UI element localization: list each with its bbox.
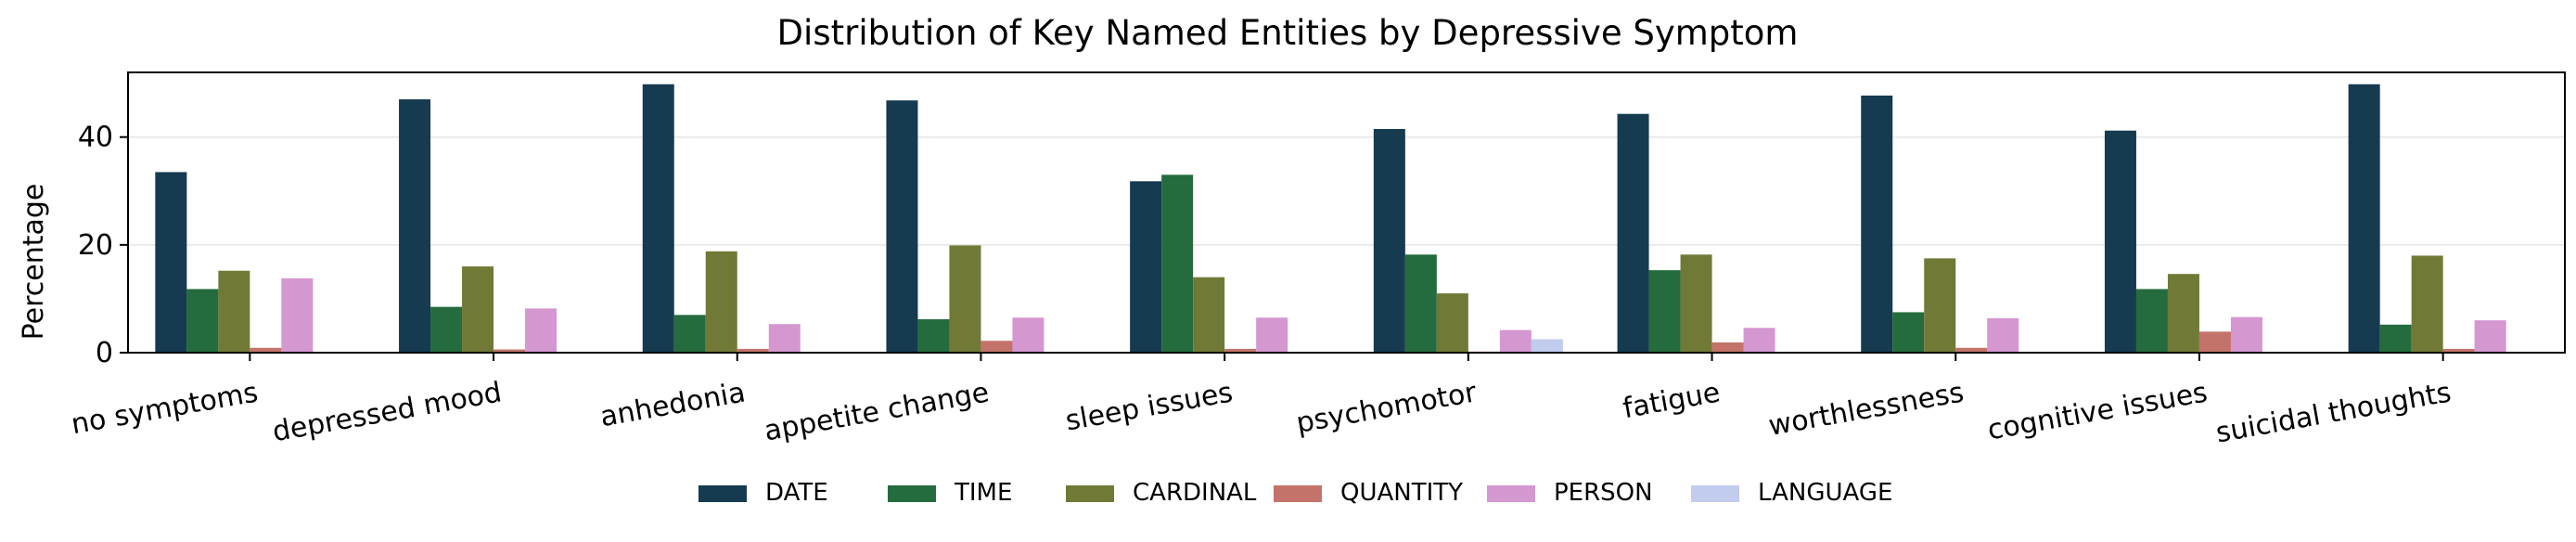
bar-person-7 — [1987, 317, 2019, 353]
bar-person-2 — [768, 324, 801, 353]
bar-quantity-9 — [2442, 348, 2475, 353]
bar-quantity-0 — [250, 347, 282, 353]
y-axis-label: Percentage — [18, 184, 50, 341]
bar-person-5 — [1499, 329, 1532, 353]
y-tick-label: 40 — [78, 122, 113, 154]
bar-quantity-8 — [2198, 331, 2231, 353]
bar-cardinal-7 — [1924, 258, 1956, 353]
bar-cardinal-9 — [2411, 255, 2443, 353]
bar-date-2 — [642, 84, 674, 354]
x-tick-label: no symptoms — [69, 376, 261, 441]
legend-swatch — [1274, 485, 1322, 502]
legend-label: CARDINAL — [1133, 479, 1257, 507]
bar-quantity-4 — [1224, 348, 1257, 353]
legend-item-quantity: QUANTITY — [1274, 479, 1463, 507]
bar-quantity-1 — [493, 349, 526, 353]
legend-swatch — [1066, 485, 1114, 502]
bar-time-9 — [2379, 324, 2412, 353]
bar-time-8 — [2135, 289, 2168, 353]
legend-item-language: LANGUAGE — [1691, 479, 1892, 507]
bar-cardinal-4 — [1193, 277, 1225, 353]
bar-time-4 — [1161, 174, 1194, 353]
x-axis: no symptoms depressed mood anhedonia appeti… — [69, 353, 2454, 449]
x-tick-label: sleep issues — [1063, 376, 1235, 437]
bar-date-4 — [1130, 181, 1162, 353]
bar-date-5 — [1373, 128, 1405, 353]
bar-time-5 — [1404, 254, 1437, 353]
legend-label: DATE — [765, 479, 828, 507]
legend-item-cardinal: CARDINAL — [1066, 479, 1257, 507]
legend-label: PERSON — [1554, 479, 1653, 507]
bar-quantity-6 — [1711, 342, 1744, 353]
bar-time-1 — [430, 306, 463, 353]
legend-swatch — [888, 485, 936, 502]
legend-label: QUANTITY — [1340, 479, 1463, 507]
bar-date-9 — [2348, 84, 2380, 354]
bar-person-3 — [1012, 317, 1044, 353]
bar-date-0 — [155, 172, 187, 353]
legend-item-date: DATE — [698, 479, 828, 507]
legend-item-time: TIME — [888, 479, 1012, 507]
y-tick-label: 0 — [96, 337, 113, 369]
bar-cardinal-3 — [949, 245, 981, 353]
bar-cardinal-5 — [1436, 293, 1468, 353]
bar-cardinal-8 — [2167, 274, 2199, 353]
y-axis: 0 20 40 — [78, 122, 128, 369]
bar-quantity-3 — [980, 341, 1013, 353]
bar-date-8 — [2104, 130, 2136, 353]
y-tick-label: 20 — [78, 229, 113, 262]
x-tick-label: psychomotor — [1294, 376, 1480, 440]
x-tick-label: cognitive issues — [1985, 376, 2210, 446]
bar-person-0 — [281, 277, 314, 353]
bar-quantity-7 — [1955, 347, 1988, 353]
bar-cardinal-0 — [218, 270, 250, 353]
bar-person-6 — [1743, 328, 1775, 353]
x-tick-label: fatigue — [1621, 376, 1723, 425]
bar-language-5 — [1531, 339, 1563, 353]
bar-person-4 — [1256, 317, 1288, 353]
bar-person-8 — [2230, 316, 2262, 353]
bar-time-2 — [673, 315, 706, 353]
legend: DATE TIME CARDINAL QUANTITY PERSON LANGUAGE — [698, 479, 1892, 507]
bar-quantity-2 — [737, 348, 769, 353]
bar-date-1 — [399, 99, 431, 354]
bar-date-6 — [1617, 113, 1649, 353]
legend-label: TIME — [954, 479, 1012, 507]
bar-person-9 — [2474, 320, 2506, 353]
legend-item-person: PERSON — [1487, 479, 1653, 507]
x-tick-label: worthlessness — [1766, 376, 1967, 442]
bar-cardinal-2 — [705, 251, 737, 353]
legend-swatch — [1487, 485, 1535, 502]
plot-frame — [127, 71, 2566, 354]
x-tick-label: suicidal thoughts — [2213, 376, 2454, 449]
bar-time-0 — [186, 289, 219, 353]
x-tick-label: depressed mood — [270, 376, 504, 448]
bar-person-1 — [525, 308, 557, 353]
bars-layer — [155, 84, 2506, 354]
bar-cardinal-1 — [462, 266, 494, 353]
bar-cardinal-6 — [1680, 254, 1712, 353]
legend-swatch — [698, 485, 747, 502]
x-tick-label: appetite change — [762, 376, 992, 447]
x-tick-label: anhedonia — [597, 376, 748, 433]
chart-title: Distribution of Key Named Entities by De… — [777, 13, 1799, 53]
bar-time-6 — [1648, 270, 1681, 353]
legend-label: LANGUAGE — [1758, 479, 1892, 507]
bar-date-7 — [1861, 95, 1893, 353]
bar-time-7 — [1892, 312, 1925, 353]
bar-time-3 — [917, 318, 950, 353]
legend-swatch — [1691, 485, 1739, 502]
bar-date-3 — [886, 100, 918, 353]
